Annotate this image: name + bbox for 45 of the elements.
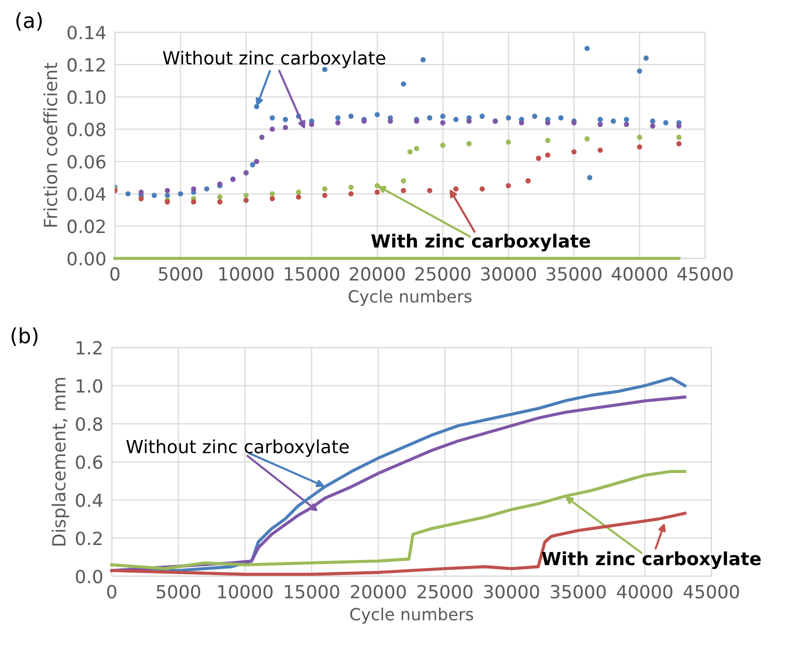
y-tick-label: 0.10 xyxy=(68,90,106,104)
y-tick-label: 0.04 xyxy=(68,187,106,201)
x-tick-label: 30000 xyxy=(484,584,540,599)
x-tick-label: 40000 xyxy=(616,584,672,599)
x-tick-label: 45000 xyxy=(684,584,739,599)
chart-title: (b) xyxy=(12,327,38,346)
y-axis-title: Displacement, mm xyxy=(52,378,70,546)
x-tick-label: 10000 xyxy=(219,267,274,281)
x-tick-label: 35000 xyxy=(546,267,602,281)
x-tick-label: 45000 xyxy=(677,267,733,281)
x-axis-title: Cycle numbers xyxy=(350,608,474,624)
y-tick-label: 0.00 xyxy=(68,252,106,266)
y-tick-label: 0.14 xyxy=(68,26,106,40)
x-tick-label: 40000 xyxy=(612,267,668,281)
y-tick-label: 0.02 xyxy=(68,220,105,234)
x-tick-label: 25000 xyxy=(415,267,470,281)
chart-title: (a) xyxy=(16,12,42,31)
y-tick-label: 0.6 xyxy=(76,455,102,470)
x-tick-label: 30000 xyxy=(481,267,536,281)
annotation: With zinc carboxylate xyxy=(542,551,761,570)
x-tick-label: 20000 xyxy=(350,584,406,599)
y-tick-label: 0.2 xyxy=(76,532,102,546)
x-tick-label: 5000 xyxy=(156,584,200,599)
x-tick-label: 20000 xyxy=(350,267,405,281)
x-tick-label: 15000 xyxy=(284,584,340,599)
x-axis-title: Cycle numbers xyxy=(348,290,472,306)
annotation: Without zinc carboxylate xyxy=(126,439,349,457)
y-tick-label: 0.8 xyxy=(76,417,102,431)
y-tick-label: 0.0 xyxy=(76,570,102,584)
y-tick-label: 0.4 xyxy=(76,493,102,508)
x-tick-label: 25000 xyxy=(418,584,472,599)
y-tick-label: 0.06 xyxy=(68,154,106,169)
x-tick-label: 35000 xyxy=(550,584,606,599)
y-axis-title: Friction coefficient xyxy=(43,62,58,227)
x-tick-label: 10000 xyxy=(218,584,273,599)
y-tick-label: 1.0 xyxy=(76,379,102,393)
y-tick-label: 0.12 xyxy=(68,58,105,72)
annotation: Without zinc carboxylate xyxy=(162,50,386,68)
x-tick-label: 5000 xyxy=(158,267,202,281)
annotation: With zinc carboxylate xyxy=(371,234,590,252)
x-tick-label: 15000 xyxy=(284,267,340,281)
y-tick-label: 1.2 xyxy=(76,341,102,354)
y-tick-label: 0.08 xyxy=(68,122,106,136)
x-tick-label: 0 xyxy=(107,584,116,599)
x-tick-label: 0 xyxy=(110,267,120,281)
